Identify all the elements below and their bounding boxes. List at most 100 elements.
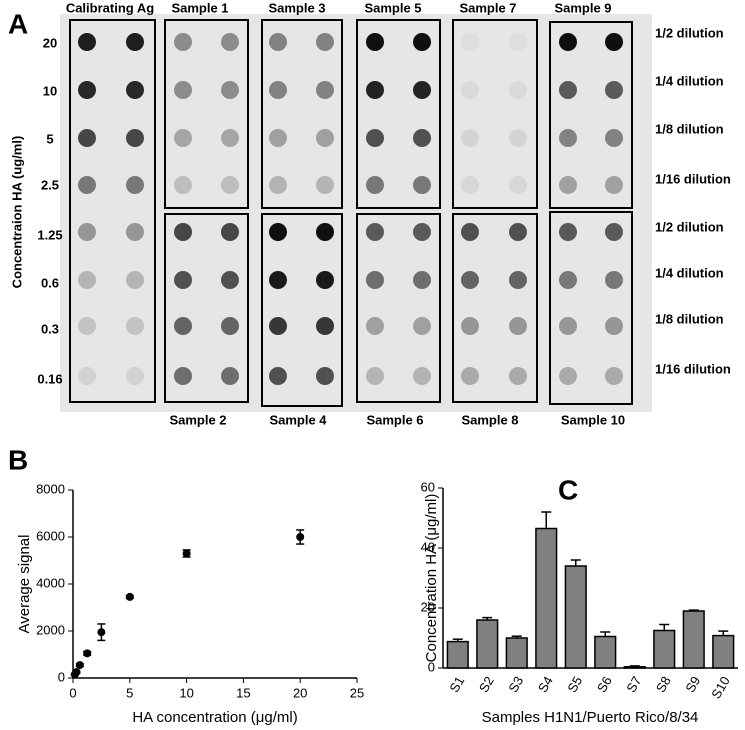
blot-dot bbox=[126, 317, 144, 335]
blot-dot bbox=[559, 271, 577, 289]
blot-boxes bbox=[69, 19, 633, 407]
blot-dot bbox=[316, 81, 334, 99]
blot-dot bbox=[605, 223, 623, 241]
panel-label: A bbox=[8, 8, 28, 39]
blot-dot bbox=[605, 367, 623, 385]
sample-label: Sample 3 bbox=[268, 0, 325, 15]
blot-dot bbox=[366, 367, 384, 385]
blot-dot bbox=[366, 81, 384, 99]
panel-label: C bbox=[558, 474, 578, 505]
x-tick-label: 0 bbox=[69, 685, 76, 700]
panel-label: B bbox=[8, 444, 28, 475]
dilution-label: 1/4 dilution bbox=[655, 73, 724, 88]
blot-dot bbox=[316, 317, 334, 335]
x-tick-label: S2 bbox=[476, 674, 497, 695]
sample-label: Calibrating Ag bbox=[66, 0, 154, 15]
blot-axis-title: Concentraion HA (ug/ml) bbox=[9, 136, 24, 289]
blot-dot bbox=[174, 317, 192, 335]
y-tick-label: 6000 bbox=[36, 528, 65, 543]
blot-dot bbox=[366, 129, 384, 147]
blot-dot bbox=[78, 81, 96, 99]
concentration-label: 2.5 bbox=[41, 177, 59, 192]
blot-dot bbox=[461, 271, 479, 289]
blot-dot bbox=[509, 317, 527, 335]
x-tick-label: 10 bbox=[179, 685, 193, 700]
blot-dot bbox=[605, 33, 623, 51]
dilution-label: 1/8 dilution bbox=[655, 311, 724, 326]
y-tick-label: 0 bbox=[58, 669, 65, 684]
blot-dot bbox=[126, 81, 144, 99]
blot-dot bbox=[605, 317, 623, 335]
concentration-label: 20 bbox=[43, 35, 57, 50]
blot-dot bbox=[605, 271, 623, 289]
bar bbox=[505, 637, 528, 669]
concentration-label: 0.3 bbox=[41, 321, 59, 336]
blot-dot bbox=[461, 81, 479, 99]
blot-dot bbox=[413, 271, 431, 289]
point bbox=[182, 549, 191, 558]
bar bbox=[653, 629, 676, 669]
blot-dot bbox=[174, 223, 192, 241]
blot-dot bbox=[221, 33, 239, 51]
blot-dot bbox=[559, 33, 577, 51]
y-tick-label: 0 bbox=[428, 659, 435, 674]
blot-dot bbox=[413, 317, 431, 335]
blot-dot bbox=[413, 81, 431, 99]
blot-dot bbox=[461, 223, 479, 241]
blot-dot bbox=[174, 33, 192, 51]
blot-dot bbox=[78, 271, 96, 289]
blot-dot bbox=[174, 367, 192, 385]
blot-dot bbox=[126, 271, 144, 289]
dilution-label: 1/16 dilution bbox=[655, 171, 731, 186]
blot-dot bbox=[221, 317, 239, 335]
blot-dot bbox=[316, 129, 334, 147]
blot-dot bbox=[78, 367, 96, 385]
blot-dot bbox=[78, 223, 96, 241]
sample-label: Sample 8 bbox=[461, 412, 518, 427]
concentration-label: 0.6 bbox=[41, 275, 59, 290]
blot-dot bbox=[78, 176, 96, 194]
blot-dot bbox=[316, 176, 334, 194]
blot-dot bbox=[78, 129, 96, 147]
blot-dot bbox=[221, 129, 239, 147]
sample-label: Sample 7 bbox=[459, 0, 516, 15]
x-tick-label: S6 bbox=[594, 674, 615, 695]
sample-label: Sample 2 bbox=[169, 412, 226, 427]
x-axis-title: Samples H1N1/Puerto Rico/8/34 bbox=[482, 709, 699, 726]
dilution-label: 1/16 dilution bbox=[655, 361, 731, 376]
blot-dot bbox=[509, 367, 527, 385]
x-tick-label: 25 bbox=[350, 685, 364, 700]
bar bbox=[446, 640, 469, 669]
blot-dot bbox=[559, 223, 577, 241]
blot-dot bbox=[269, 176, 287, 194]
x-tick-label: 5 bbox=[126, 685, 133, 700]
blot-dot bbox=[461, 367, 479, 385]
y-axis-title: Average signal bbox=[16, 535, 33, 634]
blot-dot bbox=[413, 33, 431, 51]
blot-dot bbox=[461, 176, 479, 194]
blot-dot bbox=[366, 223, 384, 241]
blot-dot bbox=[221, 367, 239, 385]
blot-dot bbox=[366, 176, 384, 194]
blot-dot bbox=[269, 81, 287, 99]
dilution-label: 1/2 dilution bbox=[655, 25, 724, 40]
x-tick-label: S4 bbox=[535, 674, 556, 695]
x-tick-label: S8 bbox=[653, 674, 674, 695]
bar bbox=[564, 565, 587, 669]
blot-dot bbox=[174, 271, 192, 289]
blot-dot bbox=[559, 317, 577, 335]
blot-dot bbox=[316, 271, 334, 289]
blot-dot bbox=[461, 317, 479, 335]
bar bbox=[623, 666, 646, 669]
blot-dot bbox=[509, 129, 527, 147]
blot-dot bbox=[221, 223, 239, 241]
blot-dot bbox=[221, 81, 239, 99]
dilution-label: 1/2 dilution bbox=[655, 219, 724, 234]
sample-label: Sample 4 bbox=[269, 412, 327, 427]
y-tick-label: 2000 bbox=[36, 622, 65, 637]
blot-dot bbox=[174, 129, 192, 147]
blot-dot bbox=[605, 129, 623, 147]
bar bbox=[535, 527, 558, 669]
blot-dot bbox=[316, 367, 334, 385]
